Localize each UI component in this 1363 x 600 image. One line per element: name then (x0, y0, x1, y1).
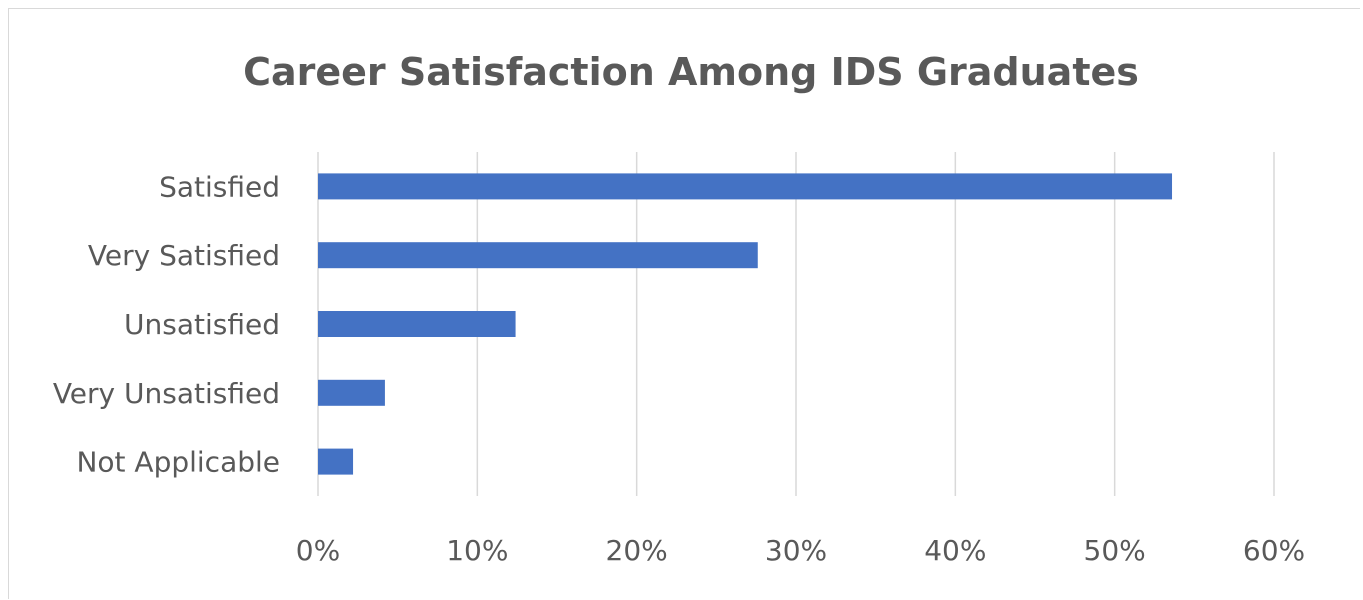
category-label: Not Applicable (76, 446, 280, 479)
bar (318, 311, 516, 337)
x-tick-label: 10% (446, 534, 508, 567)
bar (318, 448, 354, 475)
x-tick-label: 0% (296, 534, 340, 567)
category-label: Very Satisfied (88, 239, 280, 272)
category-label: Very Unsatisfied (53, 377, 280, 410)
chart-title: Career Satisfaction Among IDS Graduates (243, 50, 1139, 94)
category-label: Unsatisfied (124, 308, 280, 341)
bars (318, 173, 1173, 475)
bar (318, 242, 758, 269)
x-tick-label: 60% (1243, 534, 1305, 567)
bar (318, 173, 1173, 200)
chart-frame (8, 8, 1360, 599)
bar (318, 379, 385, 406)
category-label: Satisfied (159, 170, 280, 203)
x-tick-label: 20% (606, 534, 668, 567)
x-tick-label: 40% (924, 534, 986, 567)
x-tick-labels: 0% 10% 20% 30% 40% 50% 60% (296, 534, 1305, 567)
gridlines (317, 152, 1275, 496)
x-tick-label: 50% (1084, 534, 1146, 567)
x-tick-label: 30% (765, 534, 827, 567)
category-labels: Satisfied Very Satisfied Unsatisfied Very U… (53, 170, 280, 478)
